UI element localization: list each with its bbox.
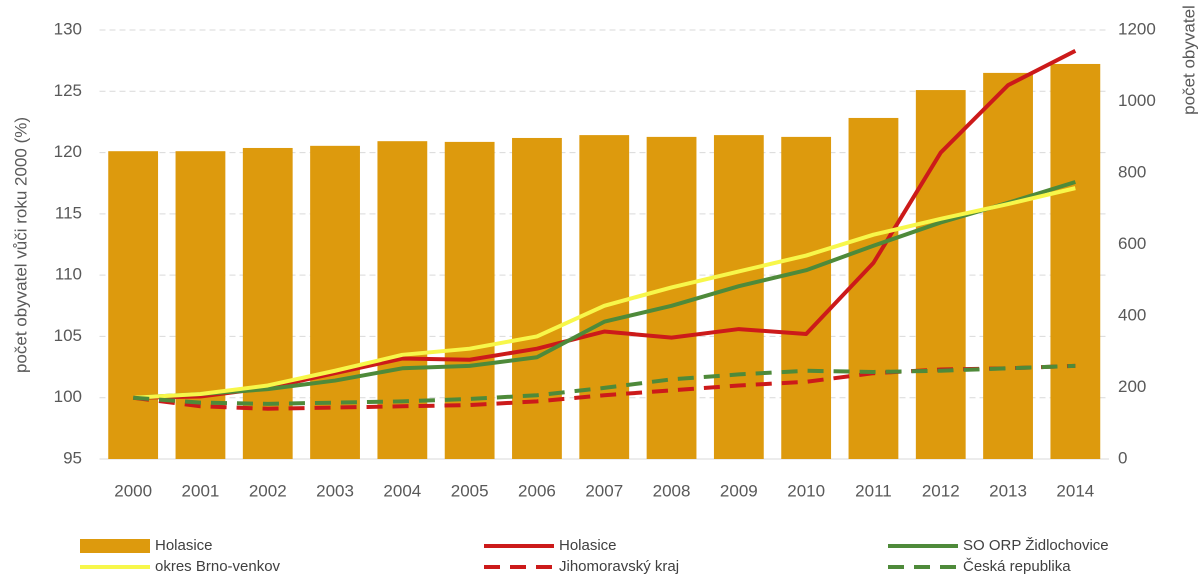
bar [175,151,226,459]
bar [1050,63,1101,460]
bar [242,147,293,459]
x-tick-label: 2004 [383,481,421,500]
x-tick-label: 2007 [585,481,623,500]
legend: Holasice Holasice SO ORP Židlochovice okres… [80,537,1109,575]
x-tick-label: 2014 [1056,481,1094,500]
x-tick-label: 2006 [518,481,556,500]
bar [646,136,697,459]
legend-label: Holasice [559,537,617,554]
legend-swatch [80,539,150,553]
y2-tick-label: 1200 [1118,19,1156,38]
y-tick-label: 110 [55,265,82,284]
legend-label: Jihomoravský kraj [559,558,679,575]
bar [310,145,360,459]
y-tick-label: 105 [54,326,82,345]
x-tick-label: 2000 [114,481,152,500]
y2-tick-label: 600 [1118,234,1146,253]
legend-label: okres Brno-venkov [155,558,281,575]
y-tick-label: 95 [63,448,82,467]
x-tick-label: 2012 [922,481,960,500]
x-tick-label: 2010 [787,481,825,500]
bar [108,151,159,459]
bar [781,136,832,459]
x-tick-label: 2009 [720,481,758,500]
bar [579,135,630,460]
y2-tick-label: 200 [1118,377,1146,396]
bar [983,72,1033,460]
x-tick-label: 2002 [249,481,287,500]
y-axis-label: počet obyvatel vůči roku 2000 (%) [11,117,30,373]
y-tick-label: 130 [54,19,82,38]
y2-tick-label: 1000 [1118,91,1156,110]
y2-tick-label: 400 [1118,305,1146,324]
y2-tick-label: 800 [1118,162,1146,181]
bar [848,117,899,459]
line [133,49,1077,400]
x-tick-label: 2005 [451,481,489,500]
x-tick-label: 2008 [653,481,691,500]
x-tick-label: 2003 [316,481,354,500]
legend-label: SO ORP Židlochovice [963,537,1109,554]
bar [377,141,428,459]
line [133,186,1076,400]
legend-label: Holasice [155,537,213,554]
y-tick-label: 125 [54,81,82,100]
y2-axis-label: počet obyvatel [1179,5,1198,115]
x-tick-label: 2013 [989,481,1027,500]
y-tick-label: 120 [54,142,82,161]
y-tick-label: 100 [54,387,82,406]
line [133,363,1076,406]
bar [713,135,764,460]
y2-tick-label: 0 [1118,448,1127,467]
bar [915,90,966,459]
bar [444,141,495,459]
line [133,180,1076,400]
x-tick-label: 2001 [182,481,220,500]
bar [512,137,562,459]
x-tick-label: 2011 [855,481,892,500]
y-tick-label: 115 [55,203,82,222]
legend-label: Česká republika [963,558,1071,575]
